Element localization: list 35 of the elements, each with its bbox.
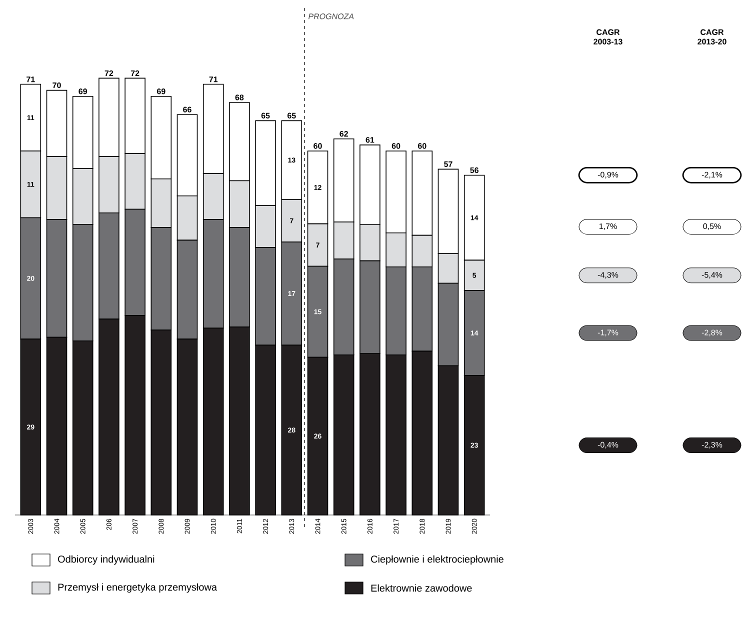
text: 1,7% xyxy=(599,223,617,230)
text: -5,4% xyxy=(702,272,722,279)
total-label: 56 xyxy=(470,167,478,174)
total-label: 70 xyxy=(52,82,61,88)
text: CAGR 2003-13 xyxy=(594,29,622,44)
text: -1,7% xyxy=(598,330,618,336)
total-label: 69 xyxy=(157,88,166,94)
total-label: 60 xyxy=(392,143,400,149)
text: 0,5% xyxy=(703,223,721,230)
total-label: 57 xyxy=(444,161,452,168)
total-label: 72 xyxy=(130,70,140,76)
text: -2,3% xyxy=(702,442,722,449)
total-label: 65 xyxy=(288,112,296,118)
total-label: 72 xyxy=(104,70,114,76)
text: -0,9% xyxy=(598,172,618,178)
total-label: 60 xyxy=(314,143,322,149)
total-label: 69 xyxy=(78,88,88,94)
text: -4,3% xyxy=(598,272,618,279)
legend-label: Odbiorcy indywidualni xyxy=(58,555,154,565)
legend-label: Ciepłownie i elektrociepłownie xyxy=(371,555,504,565)
total-label: 61 xyxy=(366,137,374,143)
total-label: 71 xyxy=(26,76,35,82)
total-label: 71 xyxy=(209,76,218,82)
text: -2,8% xyxy=(702,330,722,336)
total-label: 65 xyxy=(261,112,270,118)
text: PROGNOZA xyxy=(308,14,354,20)
total-label: 62 xyxy=(340,131,348,137)
legend-label: Elektrownie zawodowe xyxy=(371,584,472,592)
legend-label: Przemysł i energetyka przemysłowa xyxy=(58,583,218,593)
total-label: 66 xyxy=(183,106,192,112)
text: -0,4% xyxy=(598,442,618,449)
text: -2,1% xyxy=(702,172,722,178)
text: CAGR 2013-20 xyxy=(698,29,726,44)
total-label: 68 xyxy=(235,94,244,100)
total-label: 60 xyxy=(418,143,426,149)
